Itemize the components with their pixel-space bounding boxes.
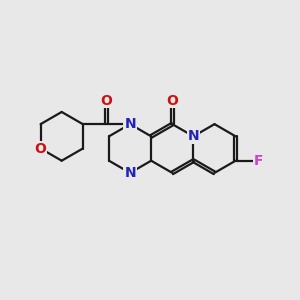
Text: N: N [188,129,199,143]
Text: O: O [34,142,46,155]
Text: O: O [167,94,178,107]
Text: F: F [254,154,263,168]
Text: N: N [124,166,136,180]
Text: O: O [100,94,112,107]
Text: N: N [124,117,136,131]
